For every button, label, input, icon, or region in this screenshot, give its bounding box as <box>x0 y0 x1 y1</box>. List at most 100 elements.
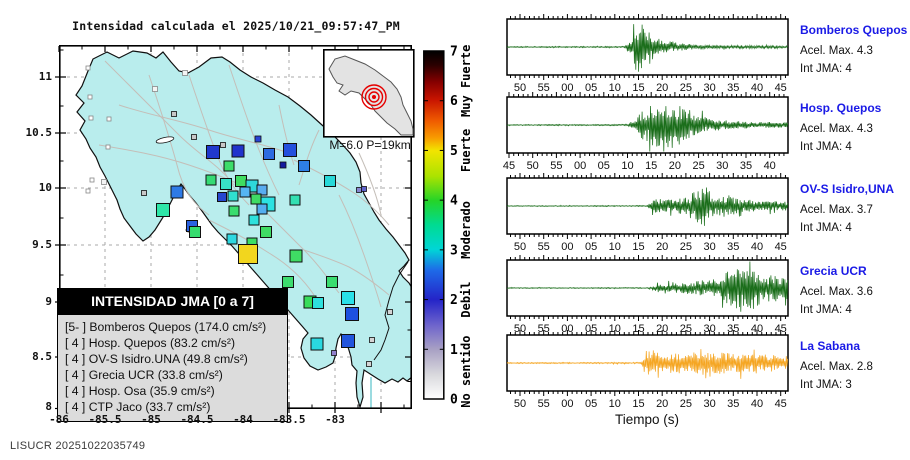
intensity-square <box>366 361 372 367</box>
colorbar-number: 0 <box>450 393 458 408</box>
time-tick-label: 35 <box>739 160 753 172</box>
legend-title: INTENSIDAD JMA [0 a 7] <box>57 288 288 315</box>
intensity-square <box>85 188 91 194</box>
intensity-square <box>87 94 93 100</box>
time-tick-label: 30 <box>703 82 716 94</box>
lake-arenal <box>155 136 175 144</box>
colorbar-gradient <box>423 50 445 400</box>
intensity-square <box>283 143 297 157</box>
time-tick-label: 30 <box>703 323 716 335</box>
station-name: Hosp. Quepos <box>800 101 882 115</box>
time-tick-label: 15 <box>632 323 645 335</box>
time-tick-label: 45 <box>502 160 516 172</box>
time-tick-label: 10 <box>608 398 621 410</box>
panama-border <box>373 261 409 361</box>
time-tick-label: 40 <box>750 323 764 335</box>
seismogram-panels <box>506 14 789 396</box>
legend-entry: [ 4 ] OV-S Isidro.UNA (49.8 cm/s²) <box>65 351 248 366</box>
intensity-square <box>312 297 324 309</box>
time-tick-label: 25 <box>679 398 693 410</box>
intensity-square <box>248 214 260 226</box>
waveform-trace <box>506 187 789 226</box>
time-tick-label: 40 <box>750 82 764 94</box>
road-line <box>293 159 390 226</box>
time-tick-label: 40 <box>763 160 776 172</box>
legend-entry: [ 4 ] CTP Jaco (33.7 cm/s²) <box>65 399 211 414</box>
x-axis-tick-label: -83.5 <box>272 413 306 426</box>
intensity-square <box>217 192 227 202</box>
time-tick-label: 50 <box>526 160 539 172</box>
time-tick-label: 15 <box>632 241 645 253</box>
time-tick-label: 05 <box>584 82 598 94</box>
road-line <box>104 60 235 186</box>
intensity-square <box>239 186 251 198</box>
road-line <box>338 194 382 308</box>
time-tick-label: 30 <box>716 160 729 172</box>
road-line <box>148 74 210 216</box>
intensity-square <box>231 144 245 158</box>
colorbar-category-label: Debil <box>459 282 473 318</box>
intensity-square <box>191 134 197 140</box>
station-acel-max: Acel. Max. 4.3 <box>800 123 873 135</box>
time-tick-label: 15 <box>645 160 658 172</box>
y-axis-tick-label: 10 <box>38 181 52 194</box>
intensity-square <box>101 179 107 185</box>
x-axis-tick-label: -86 <box>49 413 69 426</box>
intensity-square <box>326 276 338 288</box>
time-tick-label: 45 <box>774 241 787 253</box>
intensity-square <box>223 160 235 172</box>
y-axis-tick-label: 9 <box>45 295 52 308</box>
intensity-square <box>369 337 375 343</box>
intensity-square <box>205 174 217 186</box>
y-axis-tick-label: 8.5 <box>32 350 52 363</box>
time-tick-label: 50 <box>513 398 527 410</box>
x-axis-tick-label: -85 <box>141 413 161 426</box>
road-line <box>228 64 280 196</box>
time-tick-label: 20 <box>668 160 682 172</box>
inset-location-map <box>323 49 415 138</box>
station-acel-max: Acel. Max. 3.7 <box>800 204 873 216</box>
intensity-square <box>356 187 362 193</box>
intensity-square <box>250 193 262 205</box>
intensity-square <box>206 145 220 159</box>
intensity-square <box>238 244 258 264</box>
time-tick-label: 05 <box>584 323 598 335</box>
colorbar-category-label: Moderado <box>459 201 473 259</box>
intensity-square <box>260 226 272 238</box>
road-line <box>358 152 382 216</box>
x-axis-tick-label: -83 <box>325 413 345 426</box>
page-title: Intensidad calculada el 2025/10/21_09:57… <box>72 19 400 33</box>
time-tick-label: 30 <box>703 241 716 253</box>
time-tick-label: 55 <box>537 241 550 253</box>
colorbar-number: 3 <box>450 243 458 258</box>
station-name: OV-S Isidro,UNA <box>800 182 895 196</box>
colorbar-category-label: Fuerte <box>459 129 473 172</box>
legend-entry: [ 4 ] Grecia UCR (33.8 cm/s²) <box>65 367 223 382</box>
intensity-square <box>235 175 247 187</box>
intensity-square <box>182 70 188 76</box>
intensity-square <box>220 142 226 148</box>
time-tick-label: 40 <box>750 398 764 410</box>
time-tick-label: 45 <box>774 398 787 410</box>
magnitude-depth-label: M=6.0 P=19km <box>329 138 411 152</box>
time-axis-label: Tiempo (s) <box>614 412 679 427</box>
intensity-square <box>227 190 239 202</box>
road-line <box>298 129 320 186</box>
time-tick-label: 35 <box>727 398 740 410</box>
station-name: Grecia UCR <box>800 264 867 278</box>
y-axis-tick-label: 11 <box>38 70 52 83</box>
time-tick-label: 00 <box>561 82 574 94</box>
intensity-square <box>105 144 111 150</box>
time-tick-label: 55 <box>537 82 550 94</box>
colorbar-number: 4 <box>450 194 458 209</box>
intensity-square <box>279 161 287 169</box>
intensity-square <box>331 350 337 356</box>
station-int-jma: Int JMA: 4 <box>800 222 852 234</box>
time-tick-label: 00 <box>561 398 574 410</box>
intensity-square <box>310 337 324 351</box>
intensity-square <box>289 194 301 206</box>
legend-entry: [ 4 ] Hosp. Quepos (83.2 cm/s²) <box>65 335 236 350</box>
intensity-square <box>189 226 201 238</box>
waveform-trace <box>506 24 788 72</box>
